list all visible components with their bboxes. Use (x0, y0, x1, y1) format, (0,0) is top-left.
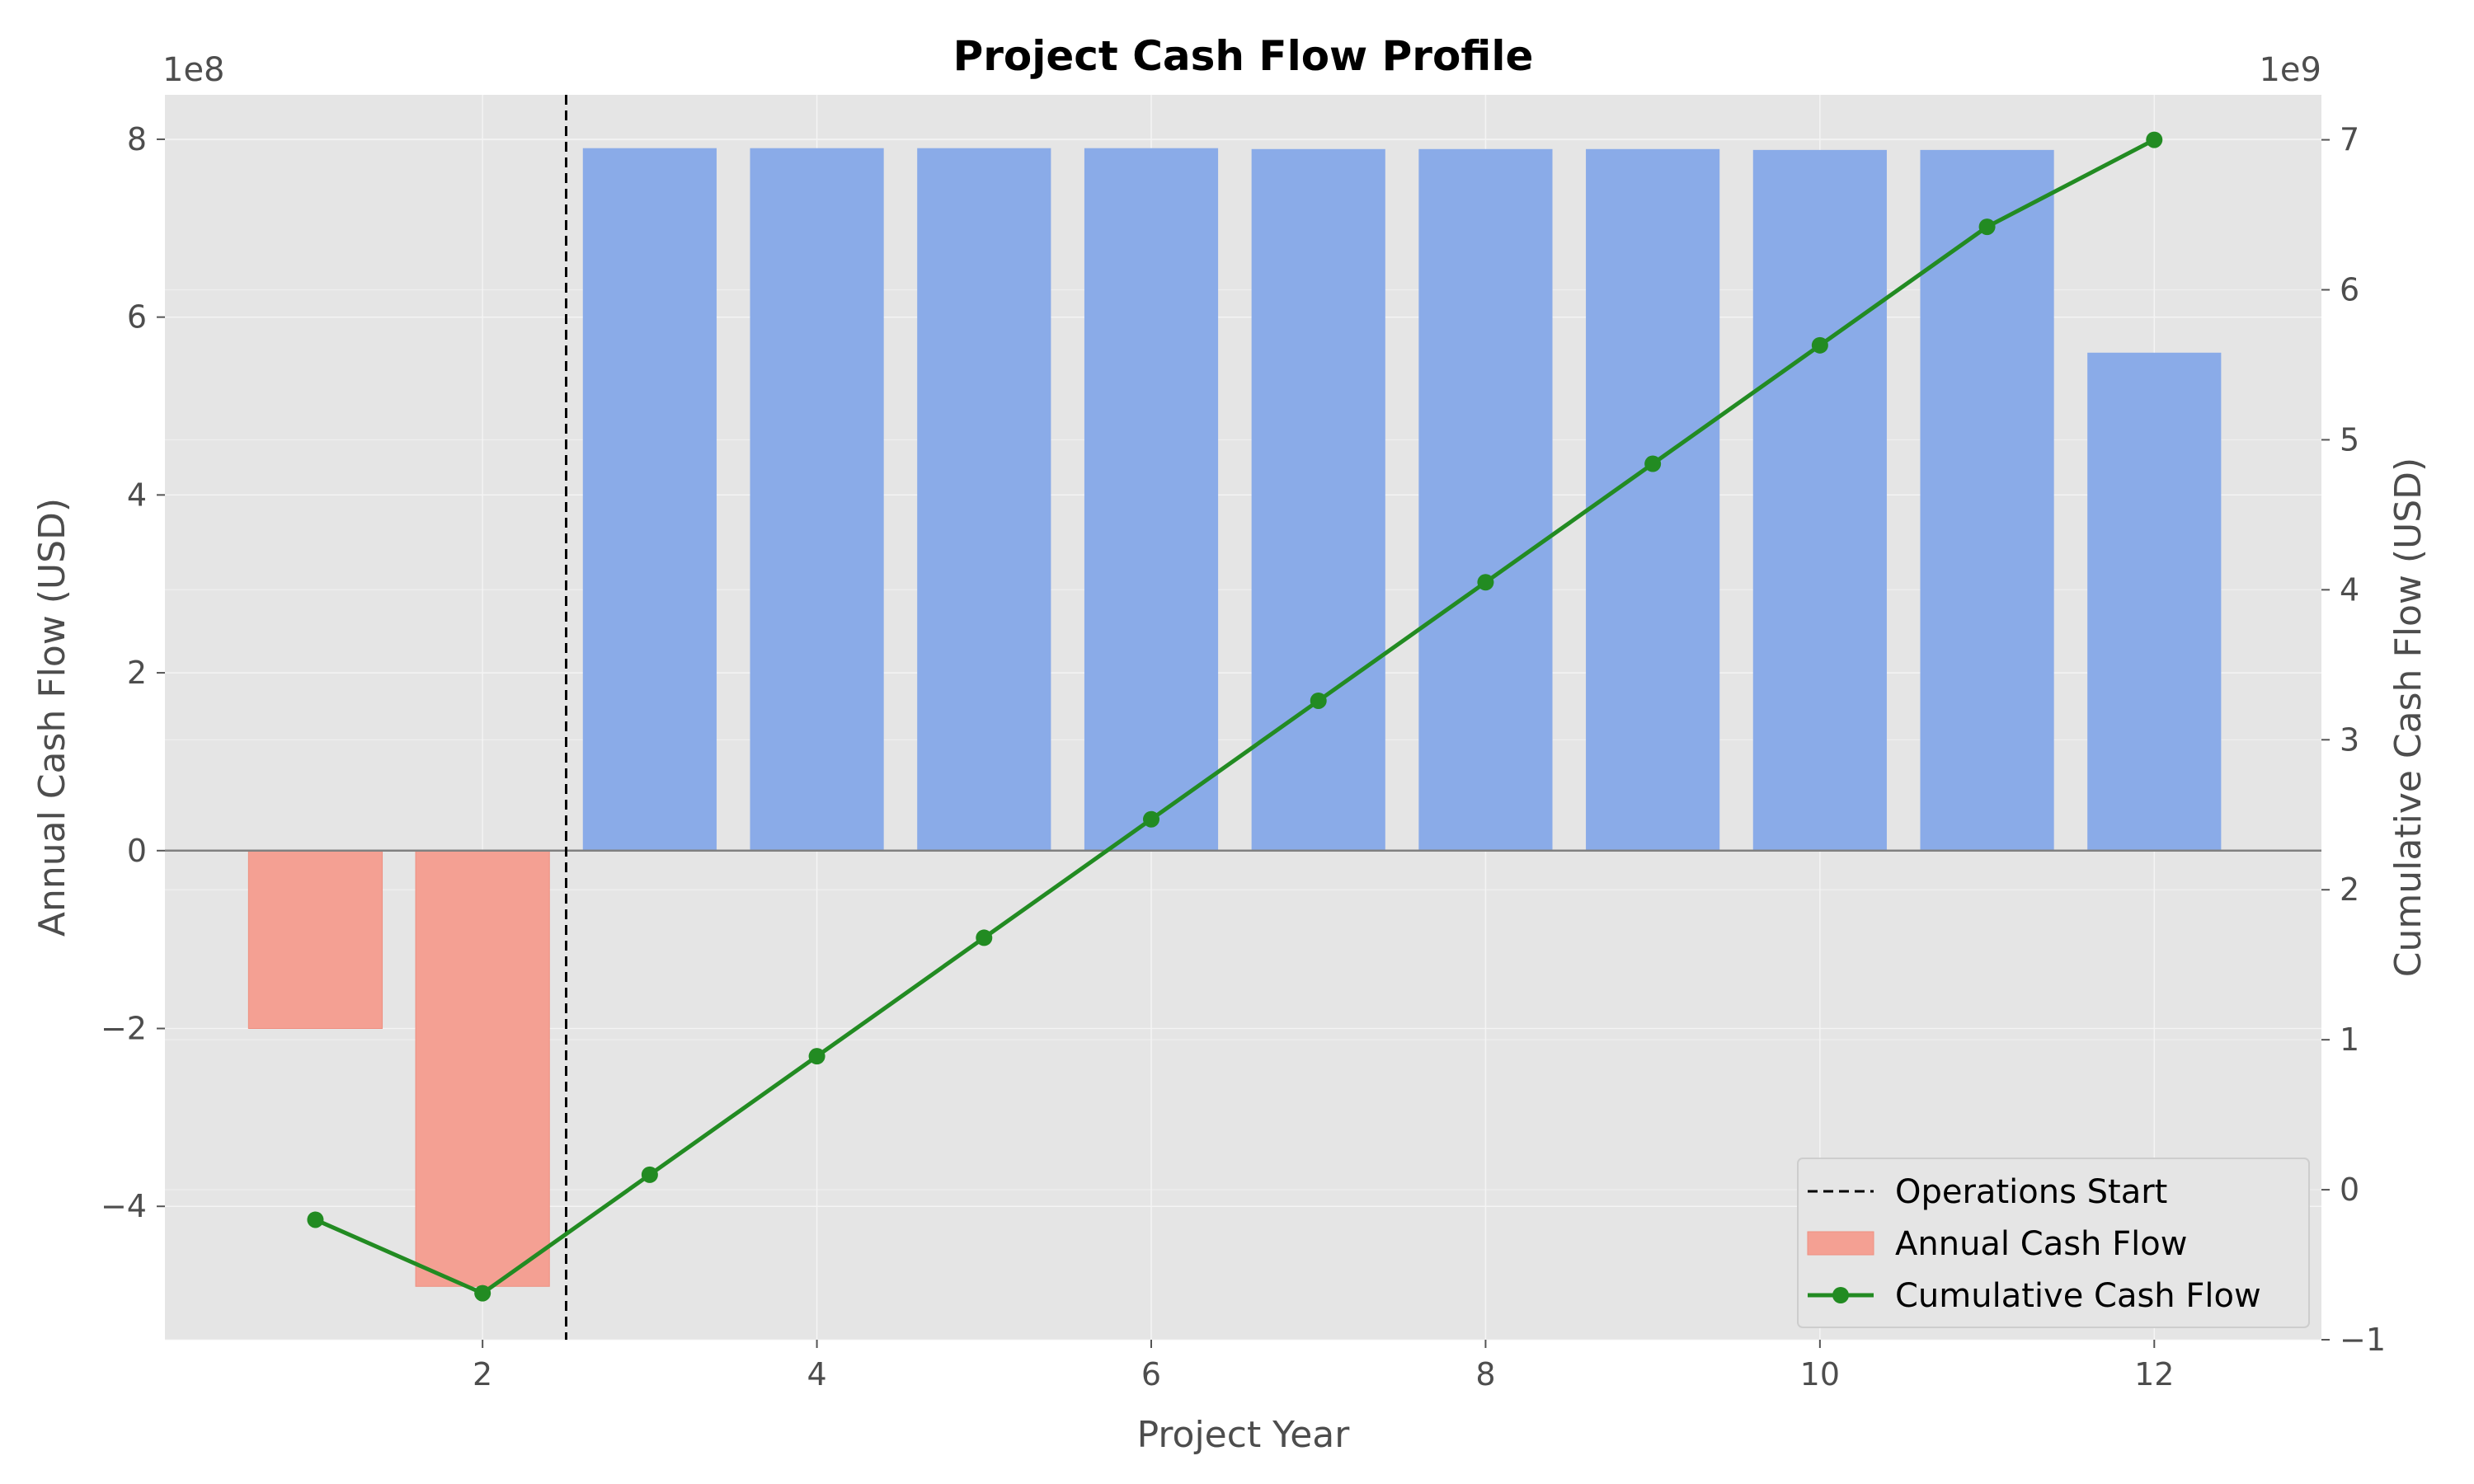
cumulative-point (1811, 336, 1828, 354)
chart-title: Project Cash Flow Profile (953, 32, 1534, 80)
legend-swatch-annual-cash-flow (1807, 1231, 1874, 1256)
y-tick-label-left: −2 (101, 1011, 147, 1047)
y-tick-label-left: 6 (127, 299, 147, 336)
x-axis-label: Project Year (1137, 1414, 1351, 1456)
bar (247, 850, 383, 1030)
bar (1752, 149, 1887, 851)
y-tick-label-right: 3 (2340, 721, 2359, 758)
bar (2087, 352, 2222, 851)
cumulative-point (307, 1211, 324, 1228)
y-tick-label-left: 0 (127, 833, 147, 869)
bar (917, 148, 1051, 851)
cumulative-point (976, 929, 993, 946)
cumulative-line-series (307, 131, 2163, 1302)
right-axis-offset-label: 1e9 (2259, 51, 2321, 89)
y-tick-label-left: −4 (101, 1188, 147, 1224)
cumulative-point (1143, 810, 1160, 828)
cumulative-point (2146, 131, 2163, 148)
legend-box (1797, 1158, 2310, 1328)
cumulative-line (314, 138, 2156, 1296)
cumulative-point (474, 1284, 492, 1302)
legend-label: Cumulative Cash Flow (1895, 1277, 2261, 1315)
y-tick-label-right: 6 (2340, 272, 2359, 308)
bar (1084, 148, 1219, 851)
y-axis-label-right: Cumulative Cash Flow (USD) (2387, 458, 2429, 977)
bar (1418, 148, 1553, 851)
y-tick-label-right: 4 (2340, 571, 2359, 608)
bar-series (247, 148, 2222, 1287)
left-axis-offset-label: 1e8 (162, 51, 225, 89)
y-tick-label-left: 8 (127, 121, 147, 157)
x-tick-label: 8 (1475, 1356, 1495, 1392)
x-tick-label: 6 (1141, 1356, 1161, 1392)
y-tick-label-right: 7 (2340, 122, 2359, 158)
legend-swatch-cumulative-marker (1832, 1287, 1849, 1303)
bar (1920, 149, 2054, 851)
bar (1586, 148, 1720, 851)
y-tick-label-left: 2 (127, 655, 147, 691)
x-tick-label: 10 (1800, 1356, 1840, 1392)
y-tick-label-left: 4 (127, 477, 147, 513)
cumulative-point (808, 1048, 825, 1065)
bar (750, 148, 884, 851)
y-tick-label-right: 0 (2340, 1172, 2359, 1208)
cumulative-point (1310, 692, 1327, 709)
cumulative-point (1978, 218, 1996, 236)
legend-label: Operations Start (1895, 1173, 2167, 1211)
y-axis-label-left: Annual Cash Flow (USD) (31, 498, 73, 937)
bar (415, 850, 550, 1287)
bar (582, 148, 717, 851)
x-tick-label: 2 (473, 1356, 492, 1392)
x-tick-label: 4 (807, 1356, 826, 1392)
bar (1251, 148, 1385, 851)
y-tick-label-right: 1 (2340, 1021, 2359, 1058)
cumulative-point (641, 1166, 658, 1183)
cumulative-point (1644, 455, 1662, 472)
y-tick-label-right: 5 (2340, 421, 2359, 458)
x-tick-label: 12 (2134, 1356, 2174, 1392)
y-tick-label-right: −1 (2340, 1322, 2386, 1358)
y-tick-label-right: 2 (2340, 871, 2359, 908)
cumulative-point (1477, 574, 1494, 591)
legend: Operations Start Annual Cash Flow Cumulati… (1797, 1158, 2310, 1328)
legend-label: Annual Cash Flow (1895, 1225, 2187, 1263)
